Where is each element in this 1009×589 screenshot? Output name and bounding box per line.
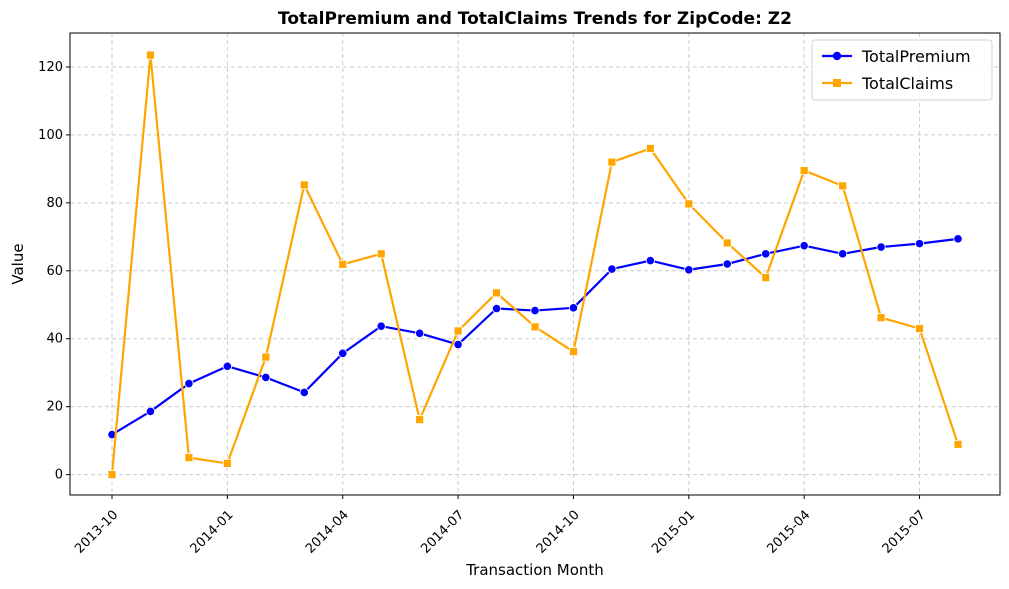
y-tick-label: 20	[46, 400, 63, 415]
data-point	[838, 249, 848, 259]
data-point	[876, 242, 886, 252]
data-point	[876, 313, 886, 323]
chart-title: TotalPremium and TotalClaims Trends for …	[278, 9, 792, 29]
data-point	[645, 256, 655, 266]
data-point	[184, 378, 194, 389]
x-tick-label: 2015-01	[649, 508, 698, 557]
y-tick-label: 40	[46, 332, 63, 347]
y-tick-label: 80	[46, 196, 63, 211]
x-tick-label: 2015-07	[880, 508, 929, 557]
legend-item-TotalPremium: TotalPremium	[822, 47, 971, 66]
data-point	[799, 166, 809, 175]
legend-marker	[832, 51, 842, 61]
legend-label: TotalClaims	[861, 74, 953, 93]
data-point	[684, 199, 694, 209]
legend: TotalPremium TotalClaims	[811, 39, 993, 101]
x-tick-label: 2014-10	[534, 508, 583, 557]
x-tick-label: 2014-01	[188, 508, 237, 557]
series-TotalClaims	[107, 50, 963, 480]
data-point	[415, 328, 425, 338]
grid	[70, 33, 1000, 495]
legend-label: TotalPremium	[861, 47, 971, 66]
data-point	[222, 459, 232, 468]
series-line	[110, 53, 960, 475]
data-point	[184, 453, 194, 463]
y-tick-label: 120	[38, 60, 63, 75]
data-point	[107, 470, 117, 480]
data-point	[261, 372, 271, 383]
data-point	[530, 322, 540, 332]
data-point	[569, 347, 578, 357]
data-point	[799, 241, 809, 251]
data-point	[299, 387, 309, 398]
data-point	[376, 249, 386, 259]
data-point	[146, 50, 155, 60]
data-point	[684, 265, 694, 275]
data-point	[761, 249, 771, 259]
y-axis-label: Value	[9, 243, 27, 284]
data-point	[145, 406, 156, 417]
data-point	[914, 239, 925, 249]
data-point	[491, 303, 502, 314]
legend-marker	[833, 79, 841, 87]
data-point	[645, 144, 655, 153]
data-point	[530, 305, 540, 316]
x-tick-label: 2013-10	[72, 508, 121, 557]
data-point	[915, 324, 924, 333]
data-point	[953, 439, 963, 449]
y-tick-label: 0	[55, 468, 63, 483]
data-point	[299, 180, 309, 190]
data-point	[222, 361, 232, 371]
x-tick-label: 2014-07	[418, 508, 467, 557]
data-point	[415, 415, 425, 424]
data-point	[953, 234, 963, 244]
data-point	[453, 339, 463, 350]
data-point	[453, 326, 463, 336]
legend-item-TotalClaims: TotalClaims	[822, 74, 953, 93]
data-point	[568, 303, 579, 313]
x-tick-label: 2015-04	[764, 508, 813, 557]
series-line	[111, 237, 959, 436]
data-point	[722, 238, 732, 248]
series-group	[107, 50, 963, 480]
data-point	[761, 273, 771, 282]
series-TotalPremium	[107, 234, 963, 440]
data-point	[838, 181, 848, 191]
data-point	[338, 348, 348, 358]
data-point	[376, 321, 386, 331]
legend-box	[811, 39, 993, 101]
data-point	[338, 259, 348, 269]
x-axis-label: Transaction Month	[465, 561, 604, 579]
data-point	[607, 157, 617, 167]
y-tick-label: 100	[38, 128, 63, 143]
y-tick-label: 60	[46, 264, 63, 279]
data-point	[607, 264, 617, 274]
data-point	[492, 288, 501, 298]
plot-frame	[69, 32, 1001, 496]
data-point	[722, 259, 732, 269]
x-tick-label: 2014-04	[303, 508, 352, 557]
data-point	[261, 352, 271, 362]
